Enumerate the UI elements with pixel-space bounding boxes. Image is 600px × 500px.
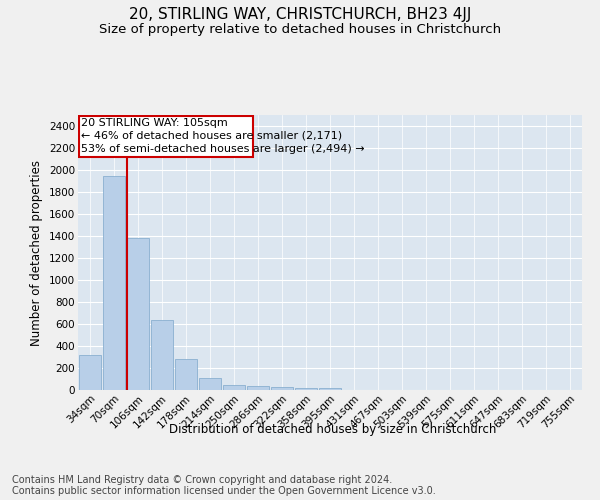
Bar [79,355,101,390]
Bar [175,359,197,390]
Bar [271,387,293,390]
Bar [223,384,245,390]
Bar [295,388,317,390]
Text: Distribution of detached houses by size in Christchurch: Distribution of detached houses by size … [169,422,497,436]
Text: Size of property relative to detached houses in Christchurch: Size of property relative to detached ho… [99,22,501,36]
Bar [79,116,253,157]
Bar [127,238,149,390]
Bar [319,388,341,390]
Text: 53% of semi-detached houses are larger (2,494) →: 53% of semi-detached houses are larger (… [81,144,365,154]
Text: 20 STIRLING WAY: 105sqm: 20 STIRLING WAY: 105sqm [81,118,228,128]
Bar [103,176,125,390]
Text: ← 46% of detached houses are smaller (2,171): ← 46% of detached houses are smaller (2,… [81,131,342,141]
Bar [151,320,173,390]
Text: Contains HM Land Registry data © Crown copyright and database right 2024.: Contains HM Land Registry data © Crown c… [12,475,392,485]
Text: 20, STIRLING WAY, CHRISTCHURCH, BH23 4JJ: 20, STIRLING WAY, CHRISTCHURCH, BH23 4JJ [129,8,471,22]
Text: Contains public sector information licensed under the Open Government Licence v3: Contains public sector information licen… [12,486,436,496]
Bar [247,386,269,390]
Bar [199,378,221,390]
Y-axis label: Number of detached properties: Number of detached properties [31,160,43,346]
